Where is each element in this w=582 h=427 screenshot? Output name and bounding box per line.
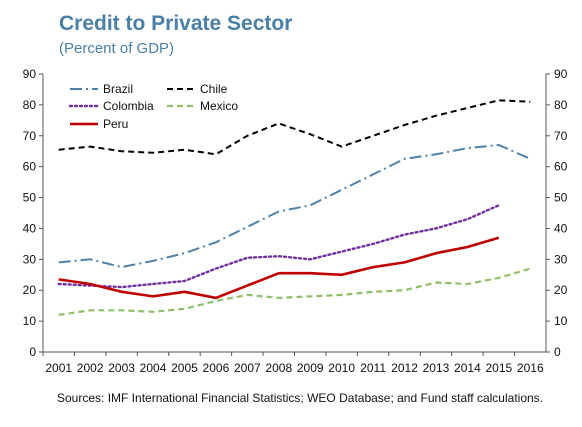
y-tick-label-left: 90 xyxy=(23,67,37,81)
y-tick-label-left: 80 xyxy=(23,98,37,112)
chart-title: Credit to Private Sector xyxy=(59,12,293,35)
y-tick-label-right: 80 xyxy=(554,98,568,112)
y-tick-label-right: 60 xyxy=(554,160,568,174)
y-tick-label-left: 20 xyxy=(23,283,37,297)
chart-subtitle: (Percent of GDP) xyxy=(59,40,175,57)
y-tick-label-right: 0 xyxy=(554,345,561,359)
y-tick-label-right: 50 xyxy=(554,191,568,205)
y-tick-label-left: 50 xyxy=(23,191,37,205)
y-tick-label-right: 70 xyxy=(554,129,568,143)
x-tick-label: 2003 xyxy=(108,361,135,375)
x-tick-label: 2015 xyxy=(485,361,512,375)
y-tick-label-right: 90 xyxy=(554,67,568,81)
y-tick-label-left: 10 xyxy=(23,314,37,328)
x-tick-label: 2001 xyxy=(45,361,72,375)
y-tick-label-right: 10 xyxy=(554,314,568,328)
series-line-colombia xyxy=(57,204,500,289)
x-tick-label: 2016 xyxy=(517,361,544,375)
series-line-peru xyxy=(58,236,500,300)
y-tick-label-left: 60 xyxy=(23,160,37,174)
x-tick-label: 2009 xyxy=(297,361,324,375)
y-tick-label-right: 40 xyxy=(554,221,568,235)
y-tick-label-left: 70 xyxy=(23,129,37,143)
x-tick-label: 2014 xyxy=(454,361,481,375)
x-tick-label: 2011 xyxy=(360,361,386,375)
series-line-chile xyxy=(58,99,531,156)
series-line-brazil xyxy=(58,144,531,269)
y-tick-label-left: 30 xyxy=(23,252,37,266)
legend-label-colombia: Colombia xyxy=(103,99,154,113)
x-tick-label: 2010 xyxy=(328,361,355,375)
x-tick-label: 2013 xyxy=(423,361,450,375)
y-tick-label-right: 20 xyxy=(554,283,568,297)
y-tick-label-right: 30 xyxy=(554,252,568,266)
y-tick-label-left: 40 xyxy=(23,221,37,235)
y-tick-label-left: 0 xyxy=(29,345,36,359)
x-tick-label: 2012 xyxy=(391,361,418,375)
x-tick-label: 2004 xyxy=(140,361,167,375)
legend-label-chile: Chile xyxy=(200,82,228,96)
source-note: Sources: IMF International Financial Sta… xyxy=(57,391,544,405)
x-tick-label: 2008 xyxy=(265,361,292,375)
x-tick-label: 2006 xyxy=(203,361,230,375)
x-tick-label: 2007 xyxy=(234,361,261,375)
x-tick-label: 2002 xyxy=(77,361,104,375)
legend-label-peru: Peru xyxy=(103,117,128,131)
legend-label-mexico: Mexico xyxy=(200,99,238,113)
legend-label-brazil: Brazil xyxy=(103,82,133,96)
x-tick-label: 2005 xyxy=(171,361,198,375)
